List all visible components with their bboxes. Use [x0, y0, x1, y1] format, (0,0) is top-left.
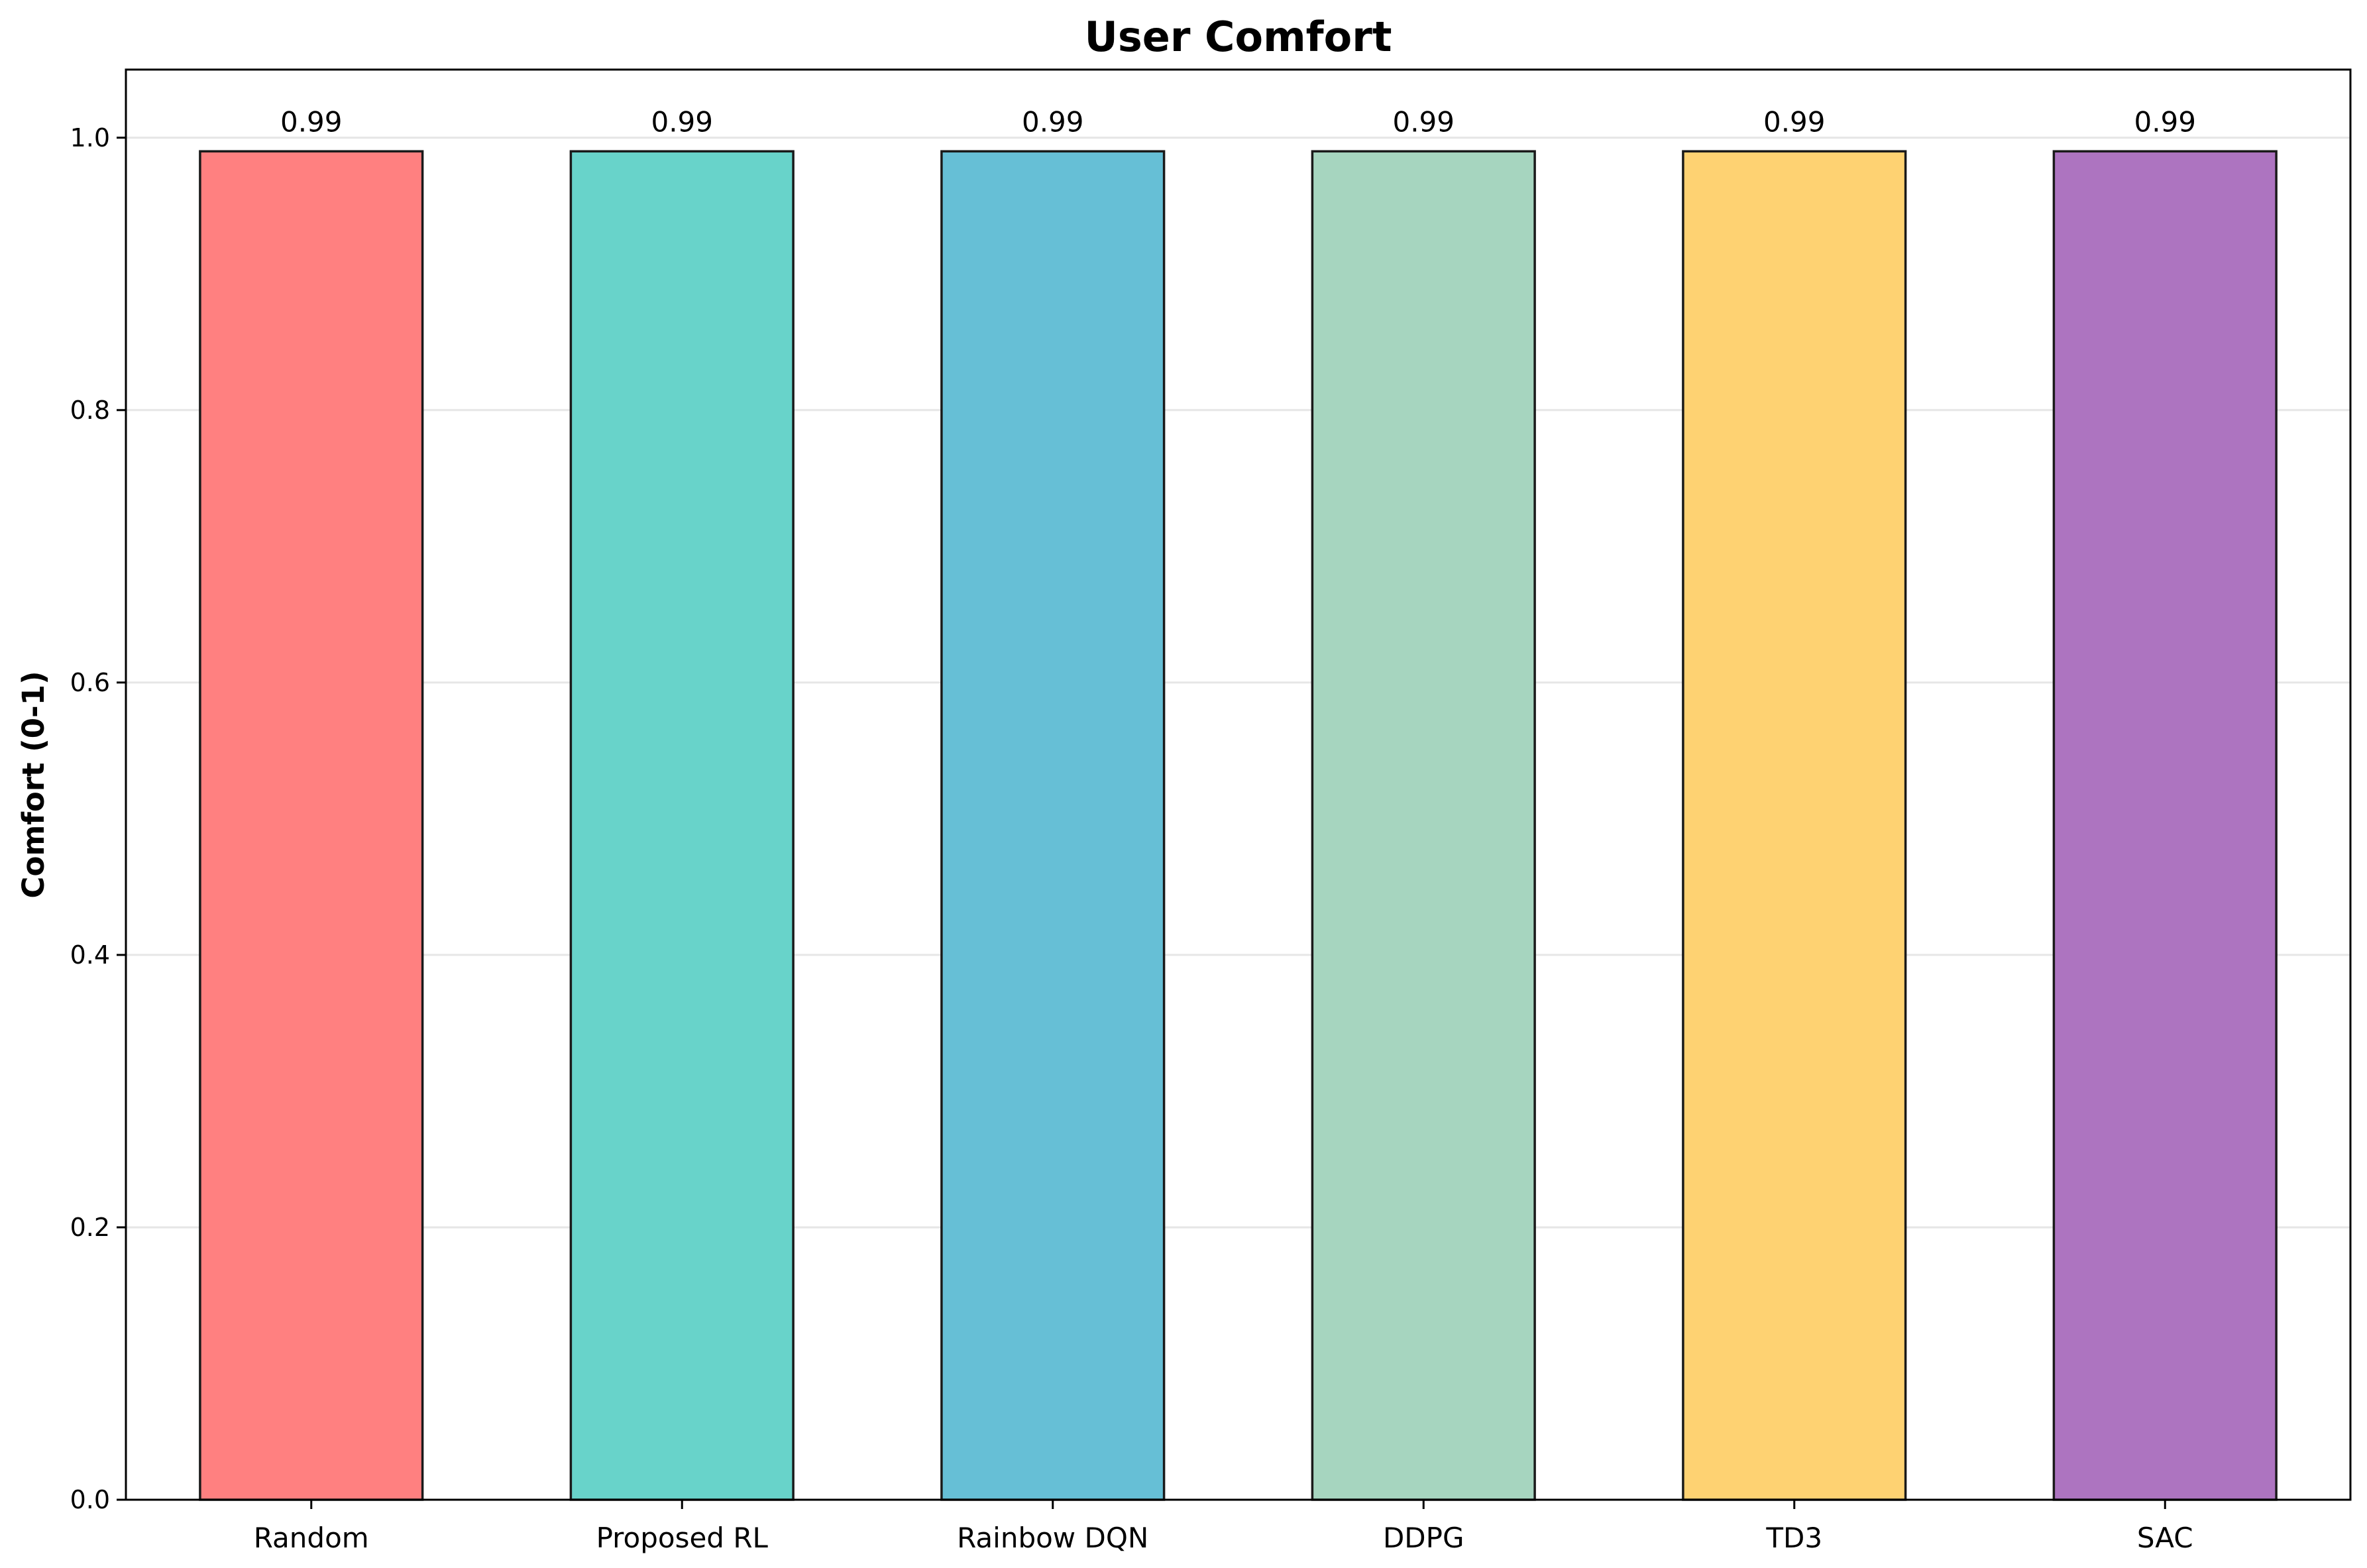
x-tick-label: Proposed RL: [596, 1522, 769, 1554]
data-label: 0.99: [1022, 105, 1084, 138]
data-label: 0.99: [1392, 105, 1455, 138]
data-labels: 0.99 0.99 0.99 0.99 0.99 0.99: [280, 105, 2196, 138]
y-ticks: 0.0 0.2 0.4 0.6 0.8 1.0: [70, 123, 126, 1514]
bars: [199, 150, 2278, 1501]
bar-rainbow-dqn: [940, 150, 1166, 1501]
x-tick-label: Rainbow DQN: [957, 1522, 1148, 1554]
x-tick-label: TD3: [1765, 1522, 1822, 1554]
bar-random: [199, 150, 424, 1501]
bar-sac: [2052, 150, 2278, 1501]
bar-ddpg: [1311, 150, 1536, 1501]
y-tick-label: 0.4: [70, 940, 110, 970]
data-label: 0.99: [280, 105, 343, 138]
y-tick-label: 0.0: [70, 1485, 110, 1514]
bar-td3: [1682, 150, 1907, 1501]
x-tick-label: DDPG: [1383, 1522, 1464, 1554]
chart-title: User Comfort: [1085, 13, 1392, 61]
y-tick-label: 0.8: [70, 396, 110, 425]
x-ticks: Random Proposed RL Rainbow DQN DDPG TD3 SAC: [254, 1500, 2193, 1554]
axes-frame: [125, 68, 2352, 1501]
x-tick-label: Random: [254, 1522, 369, 1554]
bar-proposed-rl: [569, 150, 795, 1501]
y-axis-label: Comfort (0-1): [16, 671, 51, 898]
data-label: 0.99: [651, 105, 713, 138]
data-label: 0.99: [1763, 105, 1826, 138]
data-label: 0.99: [2134, 105, 2196, 138]
x-tick-label: SAC: [2137, 1522, 2193, 1554]
y-tick-label: 0.6: [70, 668, 110, 697]
y-tick-label: 1.0: [70, 123, 110, 152]
y-tick-label: 0.2: [70, 1213, 110, 1242]
